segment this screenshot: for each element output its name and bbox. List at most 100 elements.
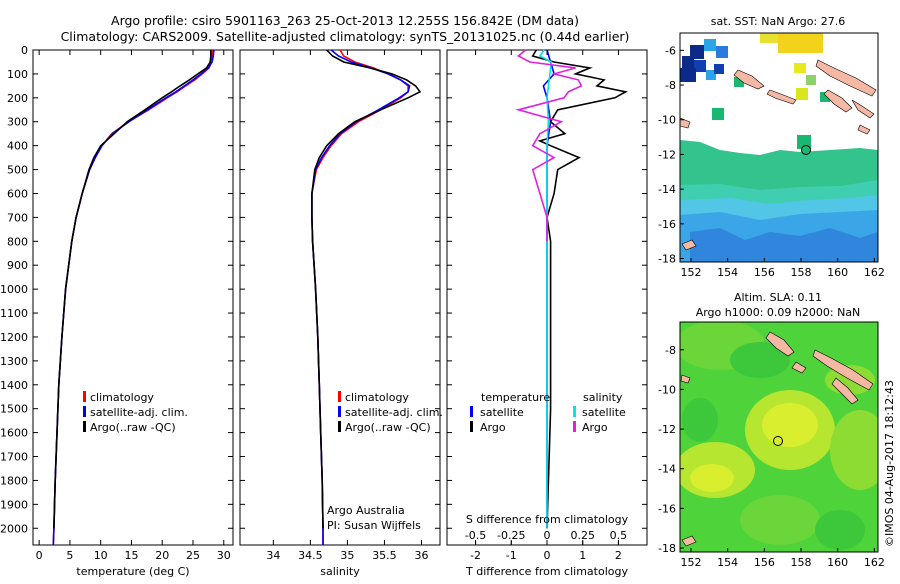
legend-s-satellite: satellite — [582, 406, 626, 419]
legend-s-argo: Argo — [582, 421, 608, 434]
depth-tick-label: 1800 — [0, 474, 28, 487]
salinity-x-ticks: 34 34.5 35 35.5 36 — [266, 50, 428, 562]
depth-tick-label: 1700 — [0, 451, 28, 464]
sst-profile-marker — [801, 145, 811, 155]
legend-climatology: climatology — [345, 391, 409, 404]
map-y-tick-label: -16 — [658, 502, 676, 515]
x-tick-label: 34 — [266, 549, 280, 562]
legend-temperature-title: temperature — [481, 391, 550, 404]
s-tick-label: 0.25 — [570, 529, 595, 542]
legend-swatch-s-satellite — [573, 406, 576, 417]
map-x-tick-label: 162 — [864, 266, 885, 279]
legend-climatology: climatology — [90, 391, 154, 404]
depth-tick-label: 400 — [7, 140, 28, 153]
legend-argo: Argo(..raw -QC) — [345, 421, 431, 434]
legend-swatch-t-argo — [470, 421, 473, 432]
s-tick-label: -0.25 — [497, 529, 525, 542]
map-y-tick-label: -8 — [665, 344, 676, 357]
x-tick-label: 20 — [155, 549, 169, 562]
depth-tick-label: 2000 — [0, 522, 28, 535]
x-tick-label: 25 — [186, 549, 200, 562]
x-tick-label: 35 — [340, 549, 354, 562]
map-y-tick-label: -10 — [658, 383, 676, 396]
temperature-xlabel: temperature (deg C) — [76, 565, 189, 578]
map-y-tick-label: -6 — [665, 44, 676, 57]
map-x-tick-label: 152 — [681, 266, 702, 279]
x-tick-label: 34.5 — [298, 549, 323, 562]
series-argo — [53, 50, 212, 529]
legend-swatch-satellite — [83, 406, 86, 417]
temperature-x-ticks: 0 5 10 15 20 25 30 — [36, 50, 231, 562]
map-y-tick-label: -14 — [658, 183, 676, 196]
map-x-tick-label: 156 — [754, 266, 775, 279]
legend-swatch-t-satellite — [470, 406, 473, 417]
sst-map — [679, 32, 879, 263]
difference-legend: temperature salinity satellite Argo sate… — [470, 391, 626, 434]
sla-map-x-ticks: 152 154 156 158 160 162 -8 -10 -12 -14 -16 -18 — [658, 344, 885, 569]
x-tick-label: -1 — [506, 549, 517, 562]
legend-t-argo: Argo — [480, 421, 506, 434]
map-y-tick-label: -14 — [658, 463, 676, 476]
map-x-tick-label: 160 — [827, 266, 848, 279]
legend-swatch-argo — [338, 421, 341, 432]
depth-tick-label: 600 — [7, 187, 28, 200]
sst-map-x-ticks: 152 154 156 158 160 162 -6 -8 -10 -12 -14 -16 -18 — [658, 44, 885, 279]
legend-swatch-climatology — [338, 391, 341, 402]
legend-satellite: satellite-adj. clim. — [345, 406, 443, 419]
depth-tick-label: 1000 — [0, 283, 28, 296]
credit-argo-australia: Argo Australia — [327, 504, 405, 517]
legend-salinity-title: salinity — [583, 391, 623, 404]
legend-swatch-s-argo — [573, 421, 576, 432]
sst-map-title: sat. SST: NaN Argo: 27.6 — [711, 15, 845, 28]
salinity-series — [311, 49, 422, 545]
map-x-tick-label: 162 — [864, 556, 885, 569]
depth-tick-label: 1300 — [0, 355, 28, 368]
legend-argo: Argo(..raw -QC) — [90, 421, 176, 434]
salinity-panel — [239, 49, 441, 546]
depth-tick-label: 200 — [7, 92, 28, 105]
sla-profile-marker — [773, 436, 783, 446]
x-tick-label: 10 — [94, 549, 108, 562]
map-x-tick-label: 154 — [717, 556, 738, 569]
depth-tick-marks — [33, 49, 647, 529]
temperature-series — [52, 49, 215, 546]
s-tick-label: -0.5 — [465, 529, 486, 542]
salinity-xlabel: salinity — [320, 565, 360, 578]
depth-tick-label: 1600 — [0, 427, 28, 440]
x-tick-label: 0 — [36, 549, 43, 562]
depth-tick-labels: 0 100 200 300 400 500 600 700 800 900 1000 1100 1200… — [0, 44, 28, 535]
figure-title-line1: Argo profile: csiro 5901163_263 25-Oct-2… — [111, 13, 579, 28]
legend-swatch-climatology — [83, 391, 86, 402]
depth-tick-label: 1200 — [0, 331, 28, 344]
sla-map — [679, 321, 879, 553]
depth-tick-label: 100 — [7, 68, 28, 81]
map-y-tick-label: -16 — [658, 218, 676, 231]
map-y-tick-label: -12 — [658, 148, 676, 161]
temperature-panel — [32, 49, 234, 546]
depth-tick-label: 700 — [7, 211, 28, 224]
depth-tick-label: 1500 — [0, 403, 28, 416]
depth-tick-label: 1900 — [0, 498, 28, 511]
map-x-tick-label: 158 — [791, 556, 812, 569]
credit-pi: PI: Susan Wijffels — [327, 519, 421, 532]
depth-tick-label: 500 — [7, 164, 28, 177]
series-t-argo — [531, 49, 628, 529]
s-tick-label: 0 — [544, 529, 551, 542]
map-x-tick-label: 154 — [717, 266, 738, 279]
depth-tick-label: 300 — [7, 116, 28, 129]
sla-map-title-line2: Argo h1000: 0.09 h2000: NaN — [696, 306, 861, 319]
series-s-argo — [515, 49, 583, 242]
sla-map-title-line1: Altim. SLA: 0.11 — [734, 291, 822, 304]
s-tick-label: 0.5 — [610, 529, 628, 542]
figure-title-line2: Climatology: CARS2009. Satellite-adjuste… — [61, 29, 630, 44]
temperature-legend: climatology satellite-adj. clim. Argo(..… — [83, 391, 188, 434]
series-argo — [311, 49, 422, 529]
depth-tick-label: 800 — [7, 235, 28, 248]
depth-tick-label: 1100 — [0, 307, 28, 320]
legend-satellite: satellite-adj. clim. — [90, 406, 188, 419]
difference-xlabel: T difference from climatology — [465, 565, 628, 578]
map-x-tick-label: 156 — [754, 556, 775, 569]
salinity-legend: climatology satellite-adj. clim. Argo(..… — [327, 391, 443, 532]
x-tick-label: 5 — [66, 549, 73, 562]
